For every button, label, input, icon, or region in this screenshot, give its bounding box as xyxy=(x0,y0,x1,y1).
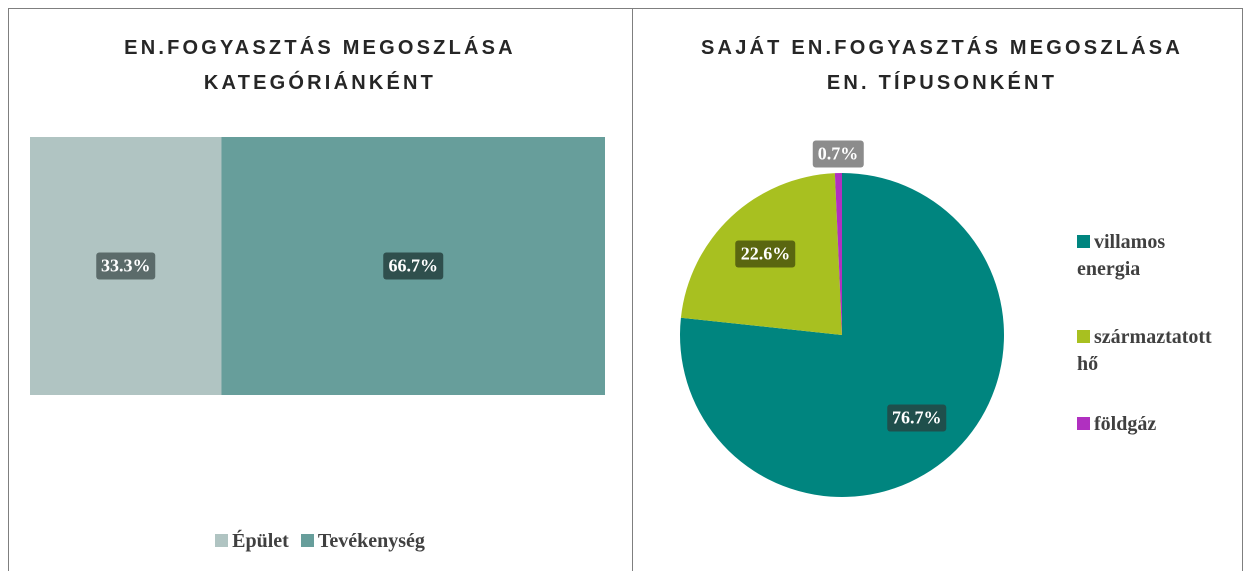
legend-label: Tevékenység xyxy=(317,530,425,552)
legend-item: földgáz xyxy=(1077,411,1217,438)
legend-swatch xyxy=(1077,417,1090,430)
legend-label: villamos energia xyxy=(1077,231,1166,280)
legend-item: Tevékenység xyxy=(300,530,425,552)
data-label: 66.7% xyxy=(383,252,443,280)
chart-title: EN.FOGYASZTÁS MEGOSZLÁSA KATEGÓRIÁNKÉNT xyxy=(124,37,516,94)
legend-item: Épület xyxy=(215,530,289,552)
data-label: 22.6% xyxy=(735,240,796,268)
data-label: 33.3% xyxy=(95,252,156,280)
legend-item: villamos energia xyxy=(1077,229,1217,283)
legend-label: származtatott hő xyxy=(1077,326,1212,375)
panel xyxy=(632,8,1243,571)
legend: Épület Tevékenység xyxy=(0,528,640,555)
legend-swatch xyxy=(300,534,314,547)
data-label: 0.7% xyxy=(812,140,864,168)
legend-swatch xyxy=(215,534,229,547)
pie-slice xyxy=(834,173,842,335)
data-label: 76.7% xyxy=(886,404,947,432)
legend-swatch xyxy=(1077,235,1090,248)
chart-title: SAJÁT EN.FOGYASZTÁS MEGOSZLÁSA EN. TÍPUS… xyxy=(701,37,1183,94)
legend-item: származtatott hő xyxy=(1077,324,1217,378)
legend-label: földgáz xyxy=(1094,413,1157,435)
legend-label: Épület xyxy=(232,530,289,552)
legend-swatch xyxy=(1077,330,1090,343)
